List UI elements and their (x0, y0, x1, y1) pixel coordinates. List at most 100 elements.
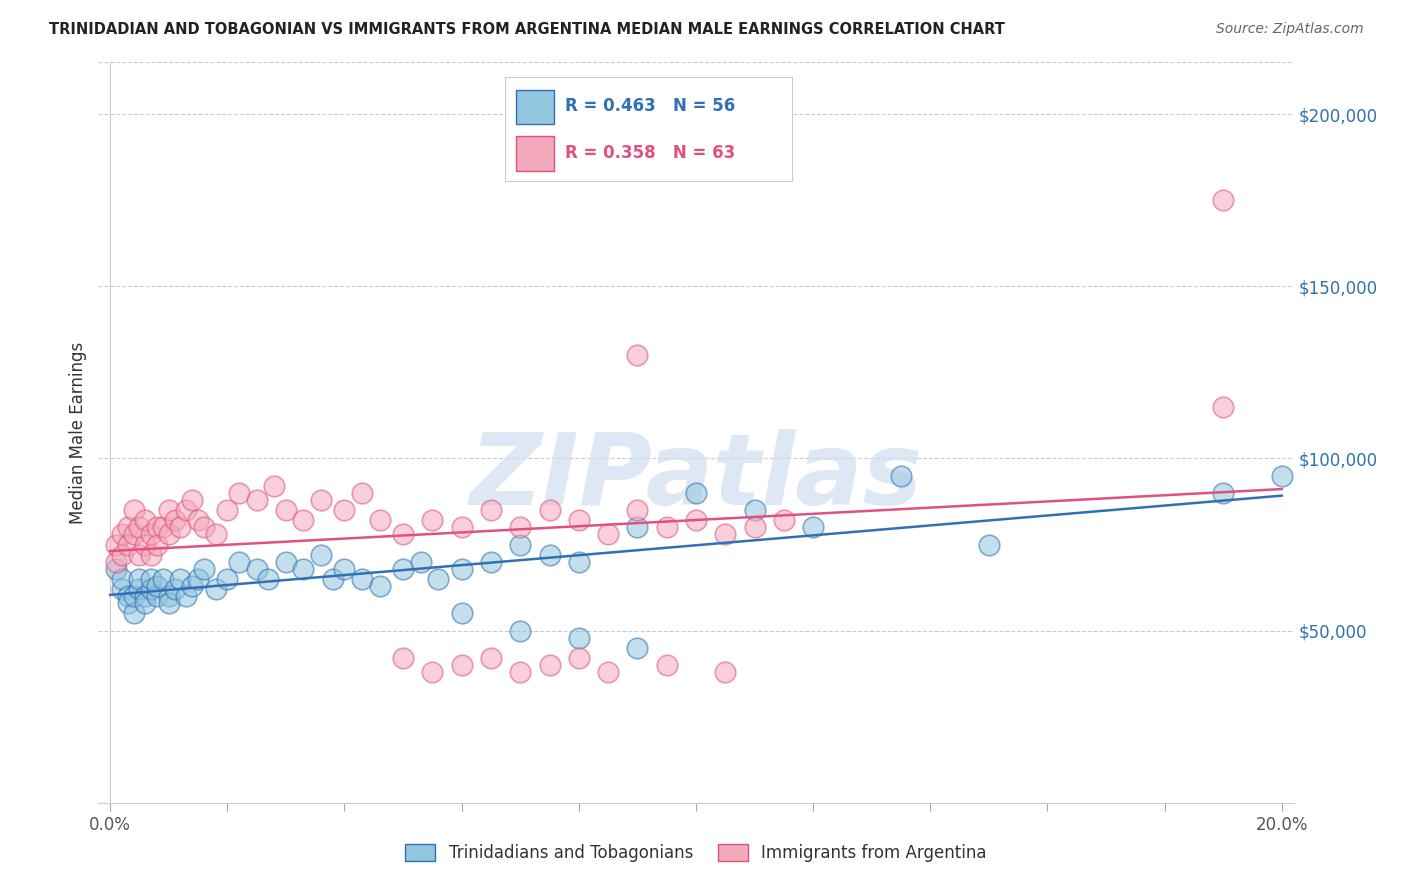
Point (274, 555, 297, 569)
Point (146, 579, 169, 593)
Point (890, 468, 912, 483)
Point (626, 503, 648, 517)
Point (174, 503, 197, 517)
Point (422, 665, 444, 679)
Point (479, 651, 502, 665)
Point (309, 548, 332, 562)
Point (568, 513, 591, 527)
Point (626, 520, 648, 534)
Point (193, 520, 215, 534)
Point (141, 527, 163, 541)
Point (146, 520, 169, 534)
Point (217, 572, 239, 586)
Point (204, 527, 226, 541)
Point (538, 658, 561, 673)
Point (111, 582, 134, 597)
Point (392, 527, 415, 541)
Point (128, 520, 150, 534)
Point (392, 561, 415, 575)
Point (368, 579, 391, 593)
Point (509, 520, 531, 534)
Point (152, 572, 174, 586)
Point (450, 607, 472, 621)
Point (181, 492, 204, 507)
Point (977, 537, 1000, 551)
Point (309, 492, 332, 507)
Point (193, 561, 215, 575)
Point (257, 572, 280, 586)
Point (228, 555, 250, 569)
Point (111, 527, 134, 541)
Point (568, 651, 591, 665)
Point (422, 513, 444, 527)
Point (626, 640, 648, 655)
Point (450, 520, 472, 534)
Point (217, 503, 239, 517)
Point (122, 503, 145, 517)
Point (187, 572, 209, 586)
Point (1212, 193, 1234, 207)
Point (322, 572, 344, 586)
Point (626, 348, 648, 362)
Point (141, 572, 163, 586)
Point (1212, 486, 1234, 500)
Point (128, 572, 150, 586)
Point (450, 561, 472, 575)
Point (538, 548, 561, 562)
Point (117, 596, 139, 610)
Point (263, 479, 285, 493)
Legend: Trinidadians and Tobagonians, Immigrants from Argentina: Trinidadians and Tobagonians, Immigrants… (398, 837, 994, 869)
Text: TRINIDADIAN AND TOBAGONIAN VS IMMIGRANTS FROM ARGENTINA MEDIAN MALE EARNINGS COR: TRINIDADIAN AND TOBAGONIAN VS IMMIGRANTS… (49, 22, 1005, 37)
Point (152, 520, 174, 534)
Point (598, 665, 620, 679)
Point (392, 651, 415, 665)
Point (655, 658, 678, 673)
Point (274, 503, 297, 517)
Point (479, 555, 502, 569)
Point (352, 486, 374, 500)
Point (427, 572, 450, 586)
Point (655, 520, 678, 534)
Point (163, 513, 186, 527)
Point (111, 572, 134, 586)
Point (685, 486, 707, 500)
Point (409, 555, 432, 569)
Y-axis label: Median Male Earnings: Median Male Earnings (69, 342, 87, 524)
Point (744, 520, 766, 534)
Point (157, 527, 180, 541)
Point (187, 513, 209, 527)
Point (169, 520, 191, 534)
Point (292, 513, 315, 527)
Text: ZIPatlas: ZIPatlas (470, 428, 922, 525)
Point (146, 589, 169, 603)
Point (117, 589, 139, 603)
Point (128, 548, 150, 562)
Point (479, 503, 502, 517)
Point (134, 589, 156, 603)
Point (105, 555, 128, 569)
Point (246, 492, 269, 507)
Point (509, 624, 531, 638)
Point (122, 589, 145, 603)
Point (568, 631, 591, 645)
Point (714, 527, 737, 541)
Point (122, 527, 145, 541)
Point (157, 503, 180, 517)
Point (509, 537, 531, 551)
Point (111, 548, 134, 562)
Point (141, 548, 163, 562)
Point (685, 513, 707, 527)
Point (157, 596, 180, 610)
Point (174, 589, 197, 603)
Point (128, 582, 150, 597)
Point (157, 589, 180, 603)
Point (246, 561, 269, 575)
Point (122, 607, 145, 621)
Point (1271, 468, 1294, 483)
Point (181, 579, 204, 593)
Point (509, 665, 531, 679)
Point (105, 561, 128, 575)
Point (333, 503, 356, 517)
Point (1212, 400, 1234, 414)
Point (568, 555, 591, 569)
